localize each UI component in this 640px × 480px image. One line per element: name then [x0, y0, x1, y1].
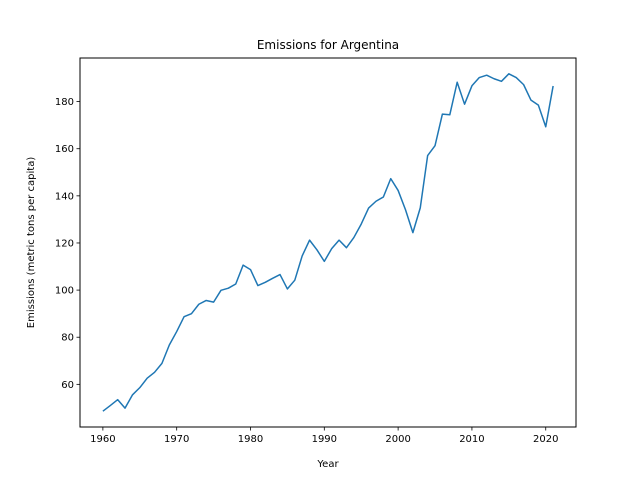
x-tick-label: 1970	[164, 434, 189, 445]
x-axis-label: Year	[316, 459, 339, 470]
y-tick-label: 80	[61, 333, 74, 344]
y-tick-label: 160	[55, 144, 74, 155]
y-tick-label: 140	[55, 191, 74, 202]
y-tick-label: 100	[55, 286, 74, 297]
x-tick-label: 1960	[90, 434, 115, 445]
y-tick-label: 60	[61, 380, 74, 391]
x-tick-label: 2000	[385, 434, 410, 445]
axes-frame	[79, 57, 577, 428]
y-axis-label: Emissions (metric tons per capita)	[26, 157, 37, 329]
plot-area: 1960 1970 1980 1990 2000 2010 2020 60 80 100 120 14…	[55, 73, 558, 445]
x-tick-label: 2020	[533, 434, 558, 445]
chart-title: Emissions for Argentina	[257, 38, 399, 52]
x-tick-label: 1990	[312, 434, 337, 445]
x-tick-label: 2010	[459, 434, 484, 445]
y-tick-label: 180	[55, 97, 74, 108]
y-tick-label: 120	[55, 238, 74, 249]
series-line	[102, 73, 554, 412]
x-tick-label: 1980	[238, 434, 263, 445]
